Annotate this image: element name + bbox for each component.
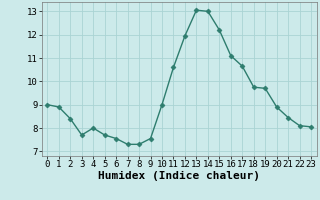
X-axis label: Humidex (Indice chaleur): Humidex (Indice chaleur) bbox=[98, 171, 260, 181]
